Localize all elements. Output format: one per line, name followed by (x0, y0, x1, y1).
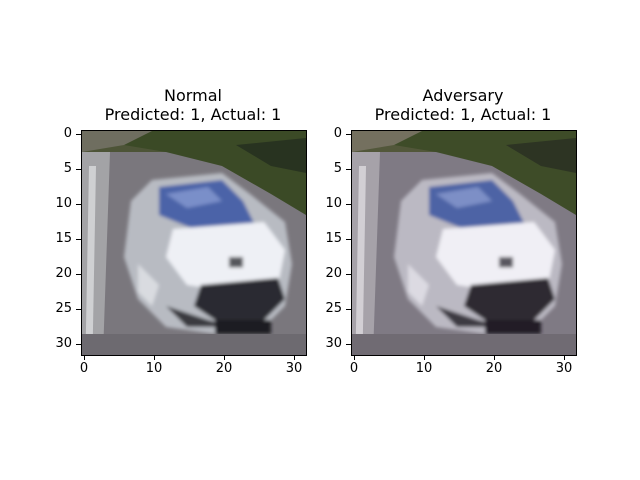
y-tick-label: 25 (55, 301, 72, 316)
x-tick-label: 30 (555, 361, 573, 376)
y-tick-label: 30 (325, 336, 342, 351)
y-tick-mark (76, 169, 81, 170)
panel-adversary: Adversary Predicted: 1, Actual: 1 (310, 0, 590, 400)
y-tick-label: 0 (333, 126, 342, 141)
panel-title: Adversary (422, 86, 504, 105)
x-tick-mark (294, 355, 295, 360)
car-image-adversarial (352, 131, 576, 355)
panel-subtitle: Predicted: 1, Actual: 1 (374, 105, 552, 124)
y-tick-mark (346, 309, 351, 310)
y-tick-mark (76, 239, 81, 240)
y-tick-mark (346, 274, 351, 275)
x-tick-mark (424, 355, 425, 360)
x-tick-label: 10 (415, 361, 433, 376)
panel-title: Normal (164, 86, 222, 105)
image-axes (351, 130, 577, 356)
y-tick-label: 20 (55, 266, 72, 281)
y-tick-label: 15 (325, 231, 342, 246)
y-tick-label: 15 (55, 231, 72, 246)
y-tick-mark (76, 344, 81, 345)
y-tick-mark (76, 309, 81, 310)
y-tick-label: 30 (55, 336, 72, 351)
x-tick-label: 30 (285, 361, 303, 376)
panel-normal: Normal Predicted: 1, Actual: 1 (40, 0, 320, 400)
y-tick-mark (76, 274, 81, 275)
y-tick-label: 0 (63, 126, 72, 141)
x-tick-mark (564, 355, 565, 360)
x-tick-label: 10 (145, 361, 163, 376)
x-tick-label: 0 (349, 361, 359, 376)
image-axes (81, 130, 307, 356)
x-tick-label: 20 (215, 361, 233, 376)
y-tick-mark (346, 134, 351, 135)
x-tick-label: 20 (485, 361, 503, 376)
y-tick-mark (346, 204, 351, 205)
y-tick-mark (76, 204, 81, 205)
y-tick-label: 5 (333, 161, 342, 176)
y-tick-label: 25 (325, 301, 342, 316)
y-tick-mark (346, 169, 351, 170)
x-tick-mark (224, 355, 225, 360)
y-tick-mark (346, 239, 351, 240)
y-tick-label: 10 (55, 196, 72, 211)
x-tick-mark (494, 355, 495, 360)
x-tick-mark (84, 355, 85, 360)
x-tick-mark (154, 355, 155, 360)
y-tick-mark (346, 344, 351, 345)
x-tick-label: 0 (79, 361, 89, 376)
y-tick-label: 10 (325, 196, 342, 211)
panel-subtitle: Predicted: 1, Actual: 1 (104, 105, 282, 124)
y-tick-label: 20 (325, 266, 342, 281)
car-image (82, 131, 306, 355)
x-tick-mark (354, 355, 355, 360)
y-tick-mark (76, 134, 81, 135)
y-tick-label: 5 (63, 161, 72, 176)
